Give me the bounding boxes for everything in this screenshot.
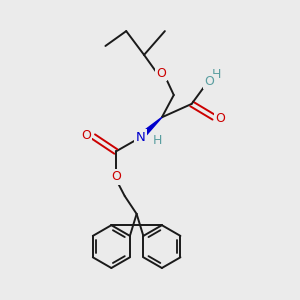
Text: O: O: [156, 67, 166, 80]
Text: O: O: [111, 170, 121, 183]
Text: O: O: [215, 112, 225, 125]
Text: O: O: [81, 129, 91, 142]
Text: N: N: [136, 131, 146, 144]
Polygon shape: [139, 117, 162, 139]
Text: H: H: [153, 134, 162, 147]
Text: H: H: [212, 68, 221, 81]
Text: O: O: [205, 75, 214, 88]
